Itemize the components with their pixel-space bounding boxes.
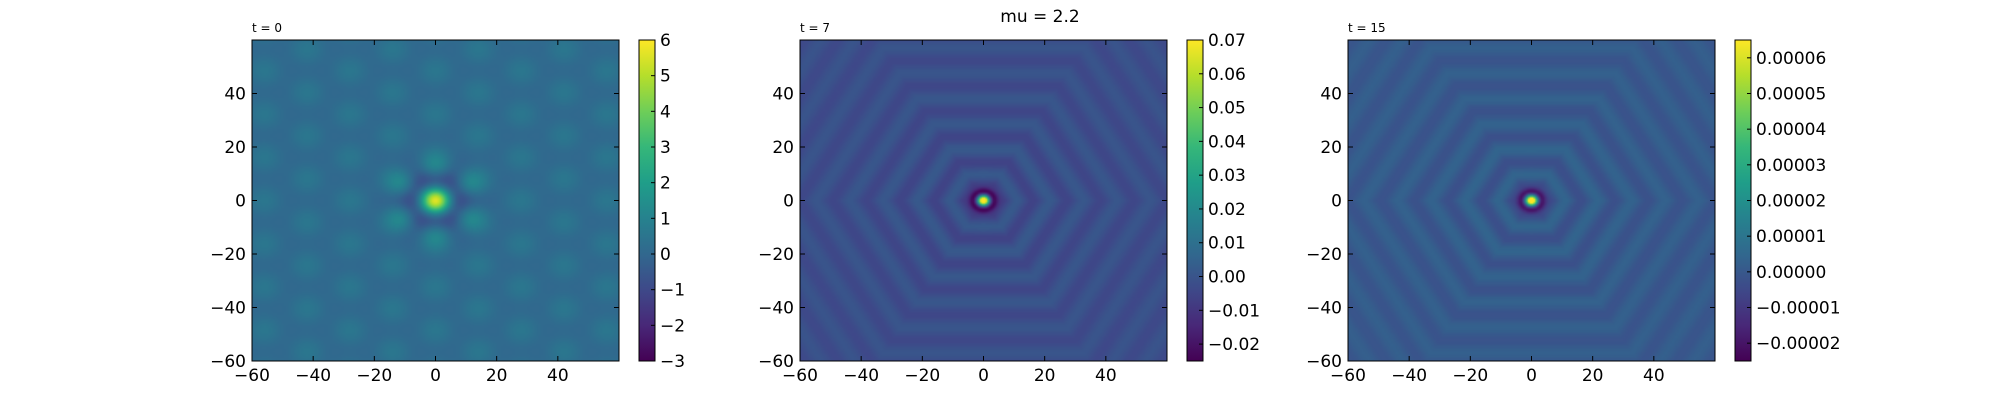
panel-title: t = 15 <box>1348 21 1386 35</box>
x-tick-label: −40 <box>1391 366 1427 386</box>
colorbar-tick-label: 0.00003 <box>1756 156 1826 176</box>
x-tick-label: 40 <box>547 366 569 386</box>
y-tick-label: 40 <box>224 85 246 105</box>
x-tick-label: −20 <box>1452 366 1488 386</box>
x-tick-label: 0 <box>978 366 989 386</box>
colorbar-tick-label: 0.04 <box>1208 132 1246 152</box>
x-tick-label: −20 <box>356 366 392 386</box>
colorbar-tick-label: 0.05 <box>1208 99 1246 119</box>
colorbar-tick-label: 2 <box>660 174 671 194</box>
heatmap-image-2 <box>1348 40 1715 361</box>
colorbar-tick-label: 0.07 <box>1208 31 1246 51</box>
y-tick-label: 0 <box>1331 192 1342 212</box>
panel-1: t = 7 −60 −40 −20 0 20 40 −60 −40 −20 0 20 40 −0.02 −0… <box>758 21 1260 386</box>
colorbar-tick-label: 0.00001 <box>1756 227 1826 247</box>
x-tick-label: 20 <box>1034 366 1056 386</box>
colorbar-tick-label: 4 <box>660 102 671 122</box>
colorbar-tick-label: 0.00004 <box>1756 120 1826 140</box>
y-tick-label: 0 <box>783 192 794 212</box>
y-tick-label: 20 <box>772 138 794 158</box>
colorbar-tick-label: 1 <box>660 209 671 229</box>
colorbar-tick-label: −0.01 <box>1208 301 1260 321</box>
colorbar <box>638 39 656 362</box>
y-tick-label: 20 <box>224 138 246 158</box>
x-tick-label: −60 <box>782 366 818 386</box>
y-tick-label: −20 <box>758 245 794 265</box>
x-tick-label: −40 <box>295 366 331 386</box>
colorbar-tick-label: 6 <box>660 31 671 51</box>
y-tick-label: −60 <box>1306 352 1342 372</box>
colorbar-tick-label: 3 <box>660 138 671 158</box>
y-tick-label: −40 <box>1306 299 1342 319</box>
colorbar-tick-label: −0.02 <box>1208 335 1260 355</box>
colorbar-tick-label: 0.03 <box>1208 166 1246 186</box>
x-tick-label: 40 <box>1095 366 1117 386</box>
colorbar-tick-label: 0.01 <box>1208 234 1246 254</box>
colorbar-tick-label: −2 <box>660 316 685 336</box>
y-tick-label: −20 <box>1306 245 1342 265</box>
x-tick-label: −40 <box>843 366 879 386</box>
x-tick-label: −60 <box>234 366 270 386</box>
colorbar-tick-label: 0 <box>660 245 671 265</box>
y-tick-label: 40 <box>1320 85 1342 105</box>
x-tick-label: 40 <box>1643 366 1665 386</box>
heatmap-image-1 <box>800 40 1167 361</box>
colorbar-tick-label: 0.02 <box>1208 200 1246 220</box>
y-tick-label: 0 <box>235 192 246 212</box>
panel-title: t = 0 <box>252 21 282 35</box>
colorbar-tick-label: 0.00000 <box>1756 263 1826 283</box>
figure-suptitle: mu = 2.2 <box>1000 7 1079 27</box>
y-tick-label: −60 <box>210 352 246 372</box>
colorbar-tick-label: −3 <box>660 352 685 372</box>
panel-2: t = 15 −60 −40 −20 0 20 40 −60 −40 −20 0 20 40 −0.000… <box>1306 21 1840 386</box>
colorbar-tick-label: 0.00006 <box>1756 49 1826 69</box>
panel-0: t = 0 −60 −40 −20 0 20 40 −60 −40 −20 0 20 40 −3 −2 −1 0… <box>210 21 685 386</box>
y-tick-label: 20 <box>1320 138 1342 158</box>
colorbar-tick-label: 0.00002 <box>1756 192 1826 212</box>
colorbar-tick-label: −0.00001 <box>1756 299 1841 319</box>
x-tick-label: 20 <box>1582 366 1604 386</box>
panel-title: t = 7 <box>800 21 830 35</box>
x-tick-label: 0 <box>430 366 441 386</box>
y-tick-label: 40 <box>772 85 794 105</box>
y-tick-label: −20 <box>210 245 246 265</box>
colorbar-tick-label: 0.06 <box>1208 65 1246 85</box>
x-tick-label: 0 <box>1526 366 1537 386</box>
y-tick-label: −60 <box>758 352 794 372</box>
heatmap-image-0 <box>252 40 619 361</box>
y-tick-label: −40 <box>758 299 794 319</box>
x-tick-label: 20 <box>486 366 508 386</box>
y-tick-label: −40 <box>210 299 246 319</box>
colorbar-tick-label: 5 <box>660 67 671 87</box>
colorbar-tick-label: −1 <box>660 281 685 301</box>
colorbar-tick-label: 0.00005 <box>1756 85 1826 105</box>
colorbar-tick-label: 0.00 <box>1208 268 1246 288</box>
colorbar <box>1186 39 1204 362</box>
x-tick-label: −20 <box>904 366 940 386</box>
colorbar-tick-label: −0.00002 <box>1756 334 1841 354</box>
x-tick-label: −60 <box>1330 366 1366 386</box>
